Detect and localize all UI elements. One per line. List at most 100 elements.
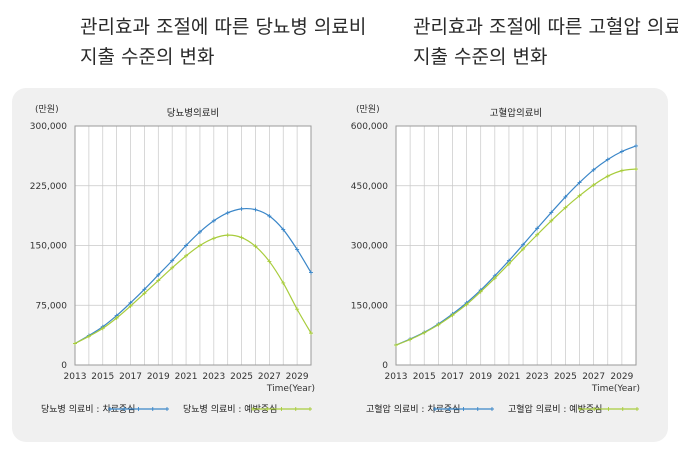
diabetes-plot-frame — [74, 125, 312, 366]
diabetes-legend-marker-1 — [150, 407, 155, 411]
diabetes-series-1-point — [142, 287, 147, 292]
hypertension-legend-marker-1 — [433, 407, 437, 411]
diabetes-series-2-point — [253, 244, 258, 249]
diabetes-legend-label-1: 당뇨병 의료비 : 치료중심 — [41, 403, 135, 415]
diabetes-x-tick-label: 2027 — [258, 372, 281, 382]
hypertension-x-tick-label: 2027 — [582, 372, 605, 382]
diabetes-x-tick-label: 2019 — [147, 372, 170, 382]
diabetes-series-2-point — [295, 307, 300, 312]
hypertension-series-1-point — [549, 210, 554, 215]
hypertension-series-2-point — [563, 205, 568, 210]
hypertension-legend-marker-2 — [578, 407, 582, 411]
diabetes-legend-marker-2 — [251, 407, 255, 411]
hypertension-legend-label-1: 고혈압 의료비 : 치료중심 — [366, 403, 460, 415]
hypertension-legend-marker-2 — [592, 407, 597, 411]
hypertension-series-2-point — [535, 232, 540, 237]
diabetes-series-2-point — [156, 278, 161, 283]
diabetes-x-tick-label: 2015 — [91, 372, 114, 382]
hypertension-series-2-point — [436, 322, 441, 327]
hypertension-x-tick-label: 2023 — [526, 372, 549, 382]
diabetes-series-2-point — [142, 291, 147, 296]
diabetes-series-2-point — [197, 243, 202, 248]
hypertension-series-1-point — [563, 194, 568, 199]
diabetes-series-1-point — [239, 206, 244, 211]
diabetes-legend-marker-1 — [122, 407, 127, 411]
hypertension-series-2-point — [464, 302, 469, 307]
heading-diabetes-line-2: 지출 수준의 변화 — [80, 46, 215, 68]
hypertension-y-tick-label: 300,000 — [351, 242, 388, 252]
hypertension-legend-marker-1 — [475, 407, 480, 411]
hypertension-series-1-point — [605, 157, 610, 162]
hypertension-series-2-point — [450, 313, 455, 318]
hypertension-series-1-point — [577, 180, 582, 185]
diabetes-series-1-point — [225, 210, 230, 215]
hypertension-legend-marker-1 — [447, 407, 452, 411]
diabetes-series-1-point — [184, 243, 189, 248]
hypertension-x-tick-label: 2013 — [385, 372, 408, 382]
diabetes-series-1-point — [170, 258, 175, 263]
diabetes-x-axis-label: Time(Year) — [266, 384, 315, 394]
hypertension-chart-title: 고혈압의료비 — [490, 107, 542, 119]
diabetes-x-tick-label: 2017 — [119, 372, 142, 382]
diabetes-series-1-point — [309, 270, 313, 275]
diabetes-legend-marker-1 — [136, 407, 141, 411]
hypertension-series-1-point — [591, 167, 596, 172]
diabetes-series-1-point — [156, 272, 161, 277]
hypertension-series-2-line — [395, 168, 637, 346]
diabetes-legend-marker-2 — [308, 407, 312, 411]
diabetes-legend-marker-1 — [108, 407, 112, 411]
diabetes-legend-marker-2 — [293, 407, 298, 411]
diabetes-y-tick-label: 225,000 — [30, 182, 67, 192]
diabetes-x-tick-label: 2025 — [230, 372, 253, 382]
diabetes-series-1-point — [267, 214, 272, 219]
hypertension-series-2-point — [605, 174, 610, 179]
hypertension-plot-frame — [395, 125, 637, 366]
hypertension-legend-marker-1 — [490, 407, 494, 411]
diabetes-series-1-point — [211, 218, 216, 223]
diabetes-legend-marker-1 — [165, 407, 169, 411]
diabetes-legend-marker-2 — [279, 407, 284, 411]
hypertension-y-tick-label: 600,000 — [351, 122, 388, 132]
diabetes-series-2-point — [267, 259, 272, 264]
diabetes-series-1-point — [281, 227, 286, 232]
hypertension-series-2-point — [521, 247, 526, 252]
hypertension-x-tick-label: 2025 — [554, 372, 577, 382]
hypertension-series-1-point — [521, 242, 526, 247]
hypertension-series-2-point — [577, 193, 582, 198]
hypertension-series-1-point — [634, 143, 638, 148]
diabetes-series-2-point — [211, 236, 216, 241]
hypertension-series-2-point — [478, 289, 483, 294]
diabetes-series-2-point — [73, 341, 77, 346]
heading-diabetes: 관리효과 조절에 따른 당뇨병 의료비 지출 수준의 변화 — [80, 12, 366, 72]
hypertension-series-2-point — [492, 276, 497, 281]
hypertension-unit-label: (만원) — [356, 104, 380, 115]
diabetes-series-2-point — [239, 235, 244, 240]
diabetes-series-1-line — [74, 207, 312, 345]
diabetes-x-tick-label: 2029 — [286, 372, 309, 382]
hypertension-x-tick-label: 2015 — [413, 372, 436, 382]
diabetes-y-tick-label: 300,000 — [30, 122, 67, 132]
hypertension-series-2-point — [394, 343, 398, 348]
hypertension-series-2-point — [619, 168, 624, 173]
hypertension-y-tick-label: 150,000 — [351, 301, 388, 311]
hypertension-series-2-point — [549, 218, 554, 223]
hypertension-x-tick-label: 2029 — [610, 372, 633, 382]
hypertension-series-1-point — [535, 226, 540, 231]
diabetes-series-2-point — [281, 280, 286, 285]
diabetes-x-tick-label: 2023 — [202, 372, 225, 382]
hypertension-series-2-point — [634, 167, 638, 172]
hypertension-legend-marker-2 — [635, 407, 639, 411]
diabetes-y-tick-label: 150,000 — [30, 242, 67, 252]
diabetes-series-1-point — [197, 229, 202, 234]
diabetes-legend-marker-2 — [265, 407, 270, 411]
diabetes-chart-title: 당뇨병의료비 — [167, 108, 219, 119]
diabetes-series-2-line — [74, 234, 312, 345]
diabetes-series-2-point — [100, 326, 105, 331]
diabetes-series-2-point — [184, 253, 189, 258]
hypertension-x-tick-label: 2019 — [469, 372, 492, 382]
diabetes-y-tick-label: 75,000 — [36, 301, 68, 311]
hypertension-series-2-point — [506, 261, 511, 266]
hypertension-legend-marker-2 — [620, 407, 625, 411]
heading-diabetes-line-1: 관리효과 조절에 따른 당뇨병 의료비 — [80, 16, 367, 38]
